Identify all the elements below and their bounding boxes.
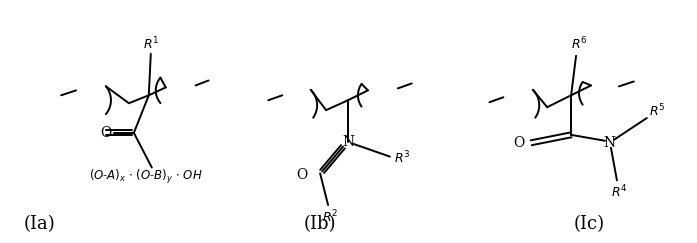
Text: O: O — [514, 136, 525, 150]
Text: N: N — [603, 136, 615, 150]
Text: (Ia): (Ia) — [24, 215, 55, 233]
Text: $R^5$: $R^5$ — [649, 103, 665, 119]
Text: $R^1$: $R^1$ — [143, 35, 159, 52]
Text: $R^4$: $R^4$ — [611, 184, 627, 200]
Text: $R^3$: $R^3$ — [394, 149, 410, 166]
Text: $R^6$: $R^6$ — [571, 35, 588, 52]
Text: (Ic): (Ic) — [574, 215, 604, 233]
Text: O: O — [100, 126, 112, 140]
Text: O: O — [296, 168, 308, 182]
Text: N: N — [342, 135, 354, 149]
Text: $R^2$: $R^2$ — [322, 208, 338, 225]
Text: (Ib): (Ib) — [304, 215, 337, 233]
Text: $(O$-$A)_x$ $\cdot$ $(O$-$B)_y$ $\cdot$ $OH$: $(O$-$A)_x$ $\cdot$ $(O$-$B)_y$ $\cdot$ … — [89, 168, 203, 186]
